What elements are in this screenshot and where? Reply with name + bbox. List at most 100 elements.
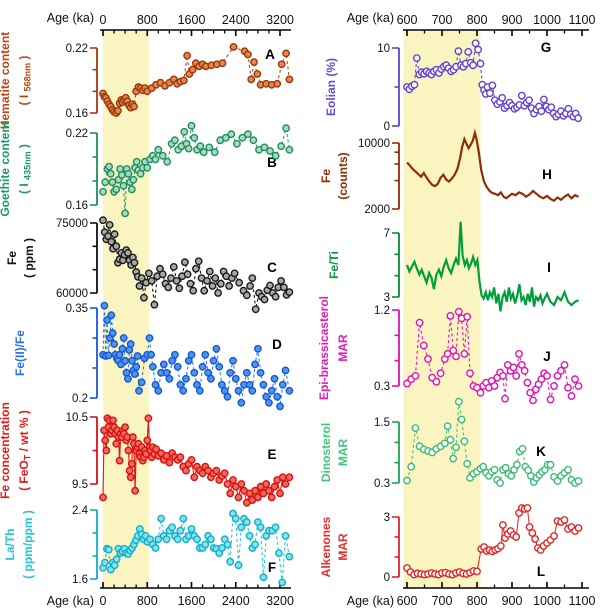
data-point-E [237, 480, 246, 488]
data-point-K [513, 460, 521, 469]
data-point-C [186, 279, 195, 288]
data-point-D [237, 398, 246, 407]
data-point-E [251, 486, 260, 495]
data-point-F [242, 518, 251, 526]
y-axis-title-I-line1: Fe/Ti [327, 251, 341, 279]
data-point-D [193, 380, 201, 389]
data-point-D [104, 351, 113, 360]
data-point-C [172, 276, 181, 285]
data-point-B [196, 142, 205, 151]
data-point-F [237, 523, 246, 532]
x-tick-label: 0 [100, 13, 107, 27]
y-tick-label-top: 0.22 [66, 43, 88, 55]
data-point-G [485, 89, 494, 98]
y-axis-title-L-line1: Alkenones [319, 516, 333, 577]
data-point-F [168, 523, 177, 532]
data-point-G [476, 59, 485, 68]
data-point-D [215, 362, 224, 371]
x-tick-label: 1600 [178, 13, 206, 27]
data-point-K [564, 465, 572, 474]
data-point-F [154, 535, 163, 544]
data-point-G [471, 39, 480, 48]
series-line-H [406, 128, 579, 203]
data-point-D [147, 350, 156, 359]
y-axis-title-A-line1: Hematite content [0, 32, 12, 129]
data-point-E [115, 456, 124, 465]
data-point-B [154, 145, 163, 154]
y-axis-title-F-line2: ( ppm/ppm ) [21, 510, 35, 579]
y-axis-title-K-line2: MAR [336, 439, 350, 467]
y-axis-title-K-line1: Dinosterol [319, 423, 333, 482]
data-point-E [270, 482, 279, 491]
y-tick-label-bottom: 0.3 [374, 478, 390, 490]
data-point-J [415, 318, 424, 327]
x-tick-label: 800 [467, 594, 488, 608]
data-point-D [135, 386, 143, 395]
data-point-D [118, 344, 127, 353]
data-point-C [205, 267, 214, 276]
data-point-E [143, 436, 152, 445]
data-point-B [243, 130, 252, 139]
data-point-F [206, 535, 215, 544]
y-tick-label-bottom: 0.3 [374, 381, 390, 393]
y-tick-label-bottom: 60000 [56, 288, 88, 300]
data-point-C [211, 274, 220, 282]
data-point-E [278, 473, 287, 482]
data-point-E [187, 455, 196, 464]
data-point-J [419, 341, 428, 350]
data-point-E [262, 480, 271, 488]
data-point-C [164, 283, 173, 292]
y-axis-title-E-line1: Fe concentration [0, 402, 12, 499]
data-point-B [129, 175, 138, 184]
data-point-G [410, 80, 419, 89]
data-point-E [276, 489, 284, 498]
age-axis-label-bottom-left: Age (ka) [46, 594, 94, 608]
data-point-C [214, 289, 223, 297]
y-tick-label-bottom: 0.16 [66, 108, 88, 120]
data-point-C [150, 300, 159, 309]
y-tick-label-top: 7 [384, 228, 390, 240]
data-point-C [112, 242, 121, 251]
data-point-B [238, 133, 247, 142]
y-axis-title-A-line2: ( I 568nm ) [17, 56, 33, 106]
data-point-K [446, 435, 455, 444]
data-point-J [476, 388, 485, 397]
data-point-J [432, 377, 441, 386]
y-axis-title-H-line1: Fe [319, 169, 333, 183]
data-point-D [162, 368, 171, 377]
data-point-C [266, 281, 274, 290]
data-point-L [531, 535, 539, 543]
data-point-J [574, 382, 583, 390]
data-point-A [273, 79, 282, 88]
data-point-L [574, 524, 583, 532]
panel-letter-L: L [537, 564, 545, 579]
data-point-D [217, 380, 226, 389]
data-point-D [151, 380, 160, 389]
data-point-K [452, 443, 460, 452]
data-point-F [223, 540, 232, 549]
data-point-D [195, 386, 204, 395]
data-point-J [529, 396, 537, 405]
data-point-E [124, 446, 133, 455]
data-point-B [187, 121, 196, 130]
data-point-B [199, 148, 208, 157]
data-point-K [403, 476, 411, 485]
data-point-B [232, 139, 241, 148]
data-point-K [463, 459, 472, 468]
y-tick-label-bottom: 9.5 [72, 479, 88, 491]
data-point-K [460, 437, 469, 446]
data-point-B [101, 178, 110, 187]
y-tick-label-top: 10000 [358, 138, 390, 150]
data-point-D [267, 386, 276, 395]
data-point-E [223, 480, 232, 488]
data-point-D [159, 360, 168, 369]
data-point-J [515, 349, 523, 358]
data-point-B [180, 127, 189, 136]
data-point-D [100, 301, 109, 310]
data-point-D [251, 360, 260, 369]
highlight-band-left [103, 31, 149, 587]
data-point-E [281, 480, 290, 488]
data-point-J [550, 382, 558, 390]
data-point-D [124, 374, 132, 383]
data-point-E [109, 416, 117, 425]
